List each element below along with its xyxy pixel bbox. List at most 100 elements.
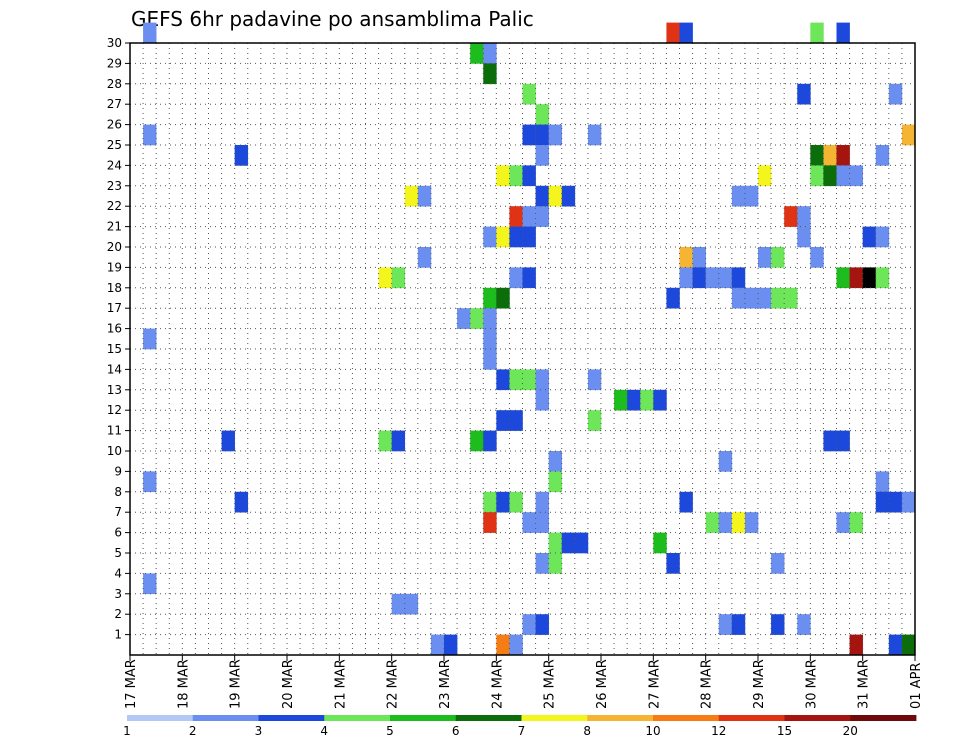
- heat-cell: [587, 124, 602, 146]
- heat-cell: [483, 328, 497, 350]
- heat-cell: [810, 247, 824, 268]
- heat-cell: [548, 471, 563, 493]
- heat-cell: [483, 512, 497, 533]
- heat-cell: [849, 634, 863, 656]
- heat-cell: [234, 145, 249, 166]
- colorbar-swatch: [850, 715, 917, 721]
- heat-cell: [143, 573, 157, 595]
- heat-cell: [483, 491, 497, 513]
- heat-cell: [705, 512, 720, 533]
- heat-cell: [522, 614, 536, 635]
- heat-cell: [810, 165, 824, 187]
- heat-cell: [731, 512, 746, 533]
- heat-cell: [496, 410, 510, 431]
- heat-cell: [587, 369, 602, 391]
- heat-cell: [522, 267, 536, 289]
- heat-cell: [614, 389, 628, 411]
- colorbar-label: 4: [320, 724, 328, 738]
- chart-title: GEFS 6hr padavine po ansamblima Palic: [131, 7, 534, 31]
- x-tick-label: 24 MAR: [490, 659, 505, 709]
- y-tick-label: 21: [107, 220, 122, 234]
- heat-cell: [535, 104, 549, 125]
- heat-cell: [692, 247, 706, 268]
- y-tick-label: 3: [114, 587, 122, 601]
- heat-cell: [836, 430, 850, 452]
- heat-cell: [640, 389, 654, 411]
- heat-cell: [391, 267, 406, 289]
- y-tick-label: 26: [107, 118, 122, 132]
- y-tick-label: 8: [114, 485, 122, 499]
- heat-cell: [758, 165, 772, 187]
- heat-cell: [810, 22, 824, 44]
- heat-cell: [836, 145, 850, 166]
- x-tick-label: 17 MAR: [124, 659, 139, 709]
- heat-cell: [221, 430, 235, 452]
- colorbar-label: 2: [189, 724, 197, 738]
- heat-cell: [653, 389, 667, 411]
- heat-cell: [574, 532, 589, 554]
- y-tick-label: 13: [107, 383, 122, 397]
- x-tick-label: 27 MAR: [647, 659, 662, 709]
- heat-cell: [771, 287, 785, 309]
- heat-cell: [744, 512, 759, 533]
- heat-cell: [535, 491, 549, 513]
- heat-cell: [522, 165, 536, 187]
- heat-cell: [496, 287, 510, 309]
- y-tick-label: 16: [107, 322, 122, 336]
- heat-cell: [535, 389, 549, 411]
- y-tick-label: 19: [107, 260, 122, 274]
- heat-cell: [797, 614, 811, 635]
- heat-cell: [483, 308, 497, 329]
- y-axis: 1234567891011121314151617181920212223242…: [107, 36, 130, 642]
- heat-cell: [548, 185, 563, 207]
- heat-cell: [470, 308, 484, 329]
- heat-cell: [470, 43, 484, 64]
- heat-cell: [836, 22, 850, 44]
- heat-cell: [679, 491, 693, 513]
- heat-cell: [744, 287, 759, 309]
- heat-cell: [548, 124, 563, 146]
- heat-cell: [496, 369, 510, 391]
- y-tick-label: 27: [107, 97, 122, 111]
- heat-cell: [483, 43, 497, 64]
- colorbar-label: 15: [777, 724, 792, 738]
- heat-cell: [888, 634, 903, 656]
- x-tick-label: 22 MAR: [386, 659, 401, 709]
- heat-cell: [771, 247, 785, 268]
- heat-cell: [823, 145, 837, 166]
- y-tick-label: 17: [107, 301, 122, 315]
- heat-cell: [483, 226, 497, 248]
- heat-cell: [234, 491, 249, 513]
- colorbar-label: 3: [255, 724, 263, 738]
- heat-cell: [535, 614, 549, 635]
- y-tick-label: 22: [107, 199, 122, 213]
- heat-cell: [404, 593, 419, 615]
- heat-cell: [509, 165, 523, 187]
- x-axis: 17 MAR 18 MAR 19 MAR 20 MAR 21 MAR 22 MAR 23 M…: [124, 655, 924, 709]
- x-tick-label: 29 MAR: [752, 659, 767, 709]
- colorbar-swatch: [718, 715, 785, 721]
- heat-cell: [862, 226, 877, 248]
- x-tick-label: 18 MAR: [176, 659, 191, 709]
- heat-cell: [823, 165, 837, 187]
- y-tick-label: 24: [107, 158, 122, 172]
- heat-cell: [901, 124, 916, 146]
- heat-cell: [535, 206, 549, 227]
- heat-cell: [836, 267, 850, 289]
- heat-cell: [875, 145, 890, 166]
- colorbar-swatch: [784, 715, 851, 721]
- x-tick-label: 30 MAR: [804, 659, 819, 709]
- heat-cell: [849, 512, 863, 533]
- heat-cell: [692, 267, 706, 289]
- heat-cell: [496, 491, 510, 513]
- y-tick-label: 14: [107, 362, 122, 376]
- heat-cell: [666, 553, 680, 574]
- heat-cell: [627, 389, 641, 411]
- heat-cell: [522, 124, 536, 146]
- heat-cell: [548, 532, 563, 554]
- colorbar-swatch: [192, 715, 259, 721]
- colorbar-swatch: [258, 715, 325, 721]
- y-tick-label: 4: [114, 566, 122, 580]
- heat-cell: [744, 185, 759, 207]
- y-tick-label: 30: [107, 36, 122, 50]
